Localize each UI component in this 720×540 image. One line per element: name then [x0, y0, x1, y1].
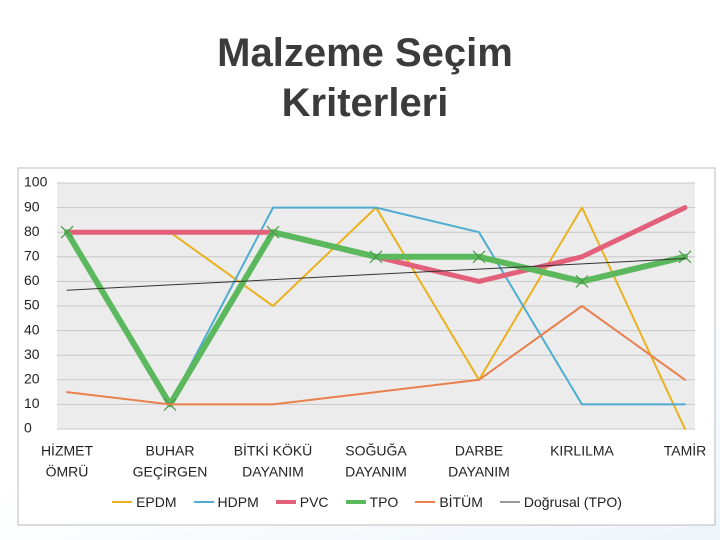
- legend-entry: Doğrusal (TPO): [499, 494, 622, 510]
- legend-label: TPO: [369, 494, 399, 510]
- legend-swatch: [345, 500, 366, 504]
- legend-swatch: [499, 501, 520, 503]
- legend-entry: PVC: [275, 494, 329, 510]
- legend-swatch: [112, 501, 133, 503]
- series-line: [66, 305, 686, 406]
- x-tick-label: BİTKİ KÖKÜ: [234, 442, 313, 459]
- marker: [60, 225, 74, 239]
- legend-label: HDPM: [217, 494, 259, 510]
- x-tick-label: GEÇİRGEN: [133, 463, 208, 480]
- y-tick-label: 50: [24, 297, 40, 313]
- y-tick-label: 60: [24, 272, 40, 288]
- y-tick-label: 40: [24, 321, 40, 337]
- x-tick-label: SOĞUĞA: [345, 443, 407, 459]
- y-tick-label: 0: [24, 420, 32, 436]
- legend-entry: BİTÜM: [414, 494, 483, 510]
- legend-label: PVC: [299, 494, 329, 510]
- x-tick-label: BUHAR: [145, 443, 194, 459]
- legend-swatch: [275, 500, 296, 504]
- x-tick-label: HİZMET: [41, 442, 94, 459]
- y-tick-label: 20: [24, 371, 40, 387]
- x-tick-label: ÖMRÜ: [46, 463, 89, 480]
- x-tick-label: DAYANIM: [242, 464, 304, 480]
- legend: EPDM HDPM PVC TPO BİTÜM Doğrusal (TPO): [18, 494, 715, 510]
- x-tick-label: DAYANIM: [345, 464, 407, 480]
- marker: [472, 250, 486, 264]
- series-line: [66, 258, 686, 291]
- legend-label: Doğrusal (TPO): [523, 494, 622, 510]
- legend-entry: HDPM: [193, 494, 259, 510]
- x-tick-label: DARBE: [455, 443, 503, 459]
- legend-swatch: [193, 501, 214, 503]
- y-tick-label: 100: [24, 174, 48, 190]
- x-tick-label: KIRLILMA: [550, 443, 614, 459]
- y-tick-label: 10: [24, 395, 40, 411]
- x-tick-label: TAMİR: [664, 442, 707, 459]
- legend-label: BİTÜM: [439, 494, 483, 510]
- y-tick-label: 90: [24, 198, 40, 214]
- marker: [369, 250, 383, 264]
- legend-label: EPDM: [136, 494, 177, 510]
- marker: [678, 250, 692, 264]
- marker: [266, 225, 280, 239]
- legend-entry: TPO: [345, 494, 399, 510]
- y-tick-label: 70: [24, 248, 40, 264]
- marker: [575, 274, 589, 288]
- y-tick-label: 80: [24, 223, 40, 239]
- y-tick-label: 30: [24, 346, 40, 362]
- slide-title: Malzeme Seçim Kriterleri: [217, 31, 513, 125]
- x-tick-label: DAYANIM: [448, 464, 510, 480]
- legend-entry: EPDM: [111, 494, 177, 510]
- legend-swatch: [415, 501, 436, 503]
